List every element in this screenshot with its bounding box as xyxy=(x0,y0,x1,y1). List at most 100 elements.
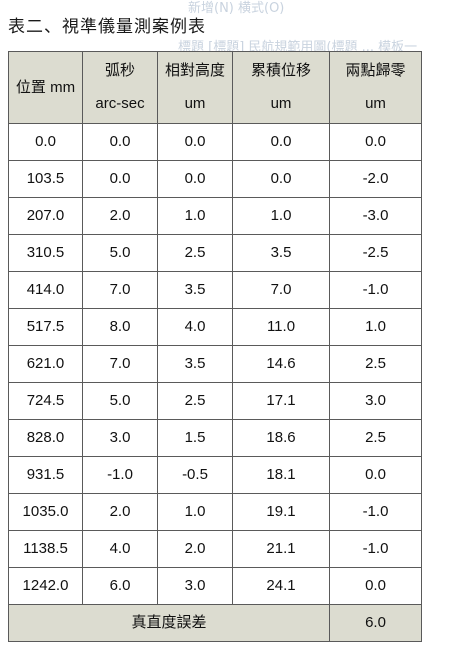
header-position-label: 位置 mm xyxy=(15,79,76,96)
cell-relative-height: -0.5 xyxy=(157,456,233,494)
cell-cumulative-displacement: 18.1 xyxy=(232,456,330,494)
straightness-error-value: 6.0 xyxy=(329,604,422,642)
cell-arc-sec: 7.0 xyxy=(82,345,158,383)
cell-cumulative-displacement: 24.1 xyxy=(232,567,330,605)
table-row: 724.5 5.0 2.5 17.1 3.0 xyxy=(8,382,422,420)
header-arc-sec-label: 弧秒 xyxy=(104,61,135,79)
cell-relative-height: 4.0 xyxy=(157,308,233,346)
cell-cumulative-displacement: 1.0 xyxy=(232,197,330,235)
table-footer-row: 真直度誤差 6.0 xyxy=(8,604,422,642)
cell-relative-height: 1.0 xyxy=(157,493,233,531)
header-cumulative-displacement-unit: um xyxy=(270,94,292,112)
table-header-row: 位置 mm 弧秒 arc-sec 相對高度 um 累積位移 um 兩點歸零 um xyxy=(8,51,422,124)
cell-arc-sec: 6.0 xyxy=(82,567,158,605)
cell-relative-height: 2.5 xyxy=(157,234,233,272)
header-cumulative-displacement-label: 累積位移 xyxy=(250,61,311,79)
table-row: 1035.0 2.0 1.0 19.1 -1.0 xyxy=(8,493,422,531)
header-arc-sec-unit: arc-sec xyxy=(95,94,145,112)
cell-two-point-zero: 0.0 xyxy=(329,123,422,161)
header-relative-height: 相對高度 um xyxy=(157,51,233,124)
cell-position: 724.5 xyxy=(8,382,83,420)
cell-two-point-zero: 0.0 xyxy=(329,567,422,605)
cell-relative-height: 3.0 xyxy=(157,567,233,605)
cell-position: 103.5 xyxy=(8,160,83,198)
table-row: 828.0 3.0 1.5 18.6 2.5 xyxy=(8,419,422,457)
table-row: 310.5 5.0 2.5 3.5 -2.5 xyxy=(8,234,422,272)
cell-cumulative-displacement: 18.6 xyxy=(232,419,330,457)
cell-relative-height: 2.0 xyxy=(157,530,233,568)
cell-two-point-zero: -1.0 xyxy=(329,271,422,309)
cell-cumulative-displacement: 19.1 xyxy=(232,493,330,531)
table-row: 1242.0 6.0 3.0 24.1 0.0 xyxy=(8,567,422,605)
table-row: 1138.5 4.0 2.0 21.1 -1.0 xyxy=(8,530,422,568)
cell-arc-sec: 2.0 xyxy=(82,493,158,531)
cell-position: 414.0 xyxy=(8,271,83,309)
table-row: 0.0 0.0 0.0 0.0 0.0 xyxy=(8,123,422,161)
header-cumulative-displacement: 累積位移 um xyxy=(232,51,330,124)
table-row: 207.0 2.0 1.0 1.0 -3.0 xyxy=(8,197,422,235)
table-row: 517.5 8.0 4.0 11.0 1.0 xyxy=(8,308,422,346)
cell-two-point-zero: -1.0 xyxy=(329,530,422,568)
cell-two-point-zero: -3.0 xyxy=(329,197,422,235)
table-body: 0.0 0.0 0.0 0.0 0.0 103.5 0.0 0.0 0.0 -2.0 207.0 2.… xyxy=(8,123,422,605)
cell-relative-height: 1.5 xyxy=(157,419,233,457)
background-ribbon-subtext: 標題 [標題] 民航規範用圖(標題 ... 模板一 xyxy=(178,40,418,52)
header-two-point-zero: 兩點歸零 um xyxy=(329,51,422,124)
table-row: 931.5 -1.0 -0.5 18.1 0.0 xyxy=(8,456,422,494)
table-row: 103.5 0.0 0.0 0.0 -2.0 xyxy=(8,160,422,198)
cell-two-point-zero: 1.0 xyxy=(329,308,422,346)
cell-position: 207.0 xyxy=(8,197,83,235)
cell-cumulative-displacement: 0.0 xyxy=(232,123,330,161)
cell-position: 1242.0 xyxy=(8,567,83,605)
cell-position: 310.5 xyxy=(8,234,83,272)
cell-cumulative-displacement: 7.0 xyxy=(232,271,330,309)
cell-two-point-zero: -2.5 xyxy=(329,234,422,272)
cell-cumulative-displacement: 11.0 xyxy=(232,308,330,346)
header-two-point-zero-unit: um xyxy=(365,94,386,112)
header-arc-sec: 弧秒 arc-sec xyxy=(82,51,158,124)
cell-position: 621.0 xyxy=(8,345,83,383)
cell-position: 0.0 xyxy=(8,123,83,161)
cell-cumulative-displacement: 3.5 xyxy=(232,234,330,272)
cell-position: 1035.0 xyxy=(8,493,83,531)
cell-relative-height: 1.0 xyxy=(157,197,233,235)
cell-relative-height: 0.0 xyxy=(157,123,233,161)
cell-arc-sec: -1.0 xyxy=(82,456,158,494)
cell-relative-height: 3.5 xyxy=(157,271,233,309)
cell-two-point-zero: 2.5 xyxy=(329,419,422,457)
cell-two-point-zero: 3.0 xyxy=(329,382,422,420)
cell-two-point-zero: 2.5 xyxy=(329,345,422,383)
cell-cumulative-displacement: 14.6 xyxy=(232,345,330,383)
cell-relative-height: 2.5 xyxy=(157,382,233,420)
cell-position: 1138.5 xyxy=(8,530,83,568)
background-ribbon-fragment: 新增(N) 横式(O) 標題 [標題] 民航規範用圖(標題 ... 模板一 xyxy=(170,0,460,52)
table-title: 表二、視準儀量測案例表 xyxy=(8,17,206,37)
background-ribbon-text: 新增(N) 横式(O) xyxy=(188,1,285,16)
table-row: 414.0 7.0 3.5 7.0 -1.0 xyxy=(8,271,422,309)
cell-arc-sec: 4.0 xyxy=(82,530,158,568)
header-position: 位置 mm xyxy=(8,51,83,124)
cell-arc-sec: 3.0 xyxy=(82,419,158,457)
cell-position: 517.5 xyxy=(8,308,83,346)
cell-cumulative-displacement: 21.1 xyxy=(232,530,330,568)
cell-relative-height: 0.0 xyxy=(157,160,233,198)
header-relative-height-label: 相對高度 xyxy=(164,61,225,79)
cell-cumulative-displacement: 17.1 xyxy=(232,382,330,420)
cell-relative-height: 3.5 xyxy=(157,345,233,383)
measurement-table: 位置 mm 弧秒 arc-sec 相對高度 um 累積位移 um 兩點歸零 um… xyxy=(8,51,422,642)
header-relative-height-unit: um xyxy=(184,94,206,112)
cell-two-point-zero: -1.0 xyxy=(329,493,422,531)
straightness-error-label: 真直度誤差 xyxy=(8,604,330,642)
cell-arc-sec: 8.0 xyxy=(82,308,158,346)
cell-arc-sec: 0.0 xyxy=(82,160,158,198)
cell-arc-sec: 7.0 xyxy=(82,271,158,309)
table-row: 621.0 7.0 3.5 14.6 2.5 xyxy=(8,345,422,383)
cell-position: 828.0 xyxy=(8,419,83,457)
cell-arc-sec: 0.0 xyxy=(82,123,158,161)
cell-two-point-zero: 0.0 xyxy=(329,456,422,494)
header-two-point-zero-label: 兩點歸零 xyxy=(345,61,406,79)
cell-cumulative-displacement: 0.0 xyxy=(232,160,330,198)
cell-arc-sec: 2.0 xyxy=(82,197,158,235)
cell-two-point-zero: -2.0 xyxy=(329,160,422,198)
cell-arc-sec: 5.0 xyxy=(82,382,158,420)
